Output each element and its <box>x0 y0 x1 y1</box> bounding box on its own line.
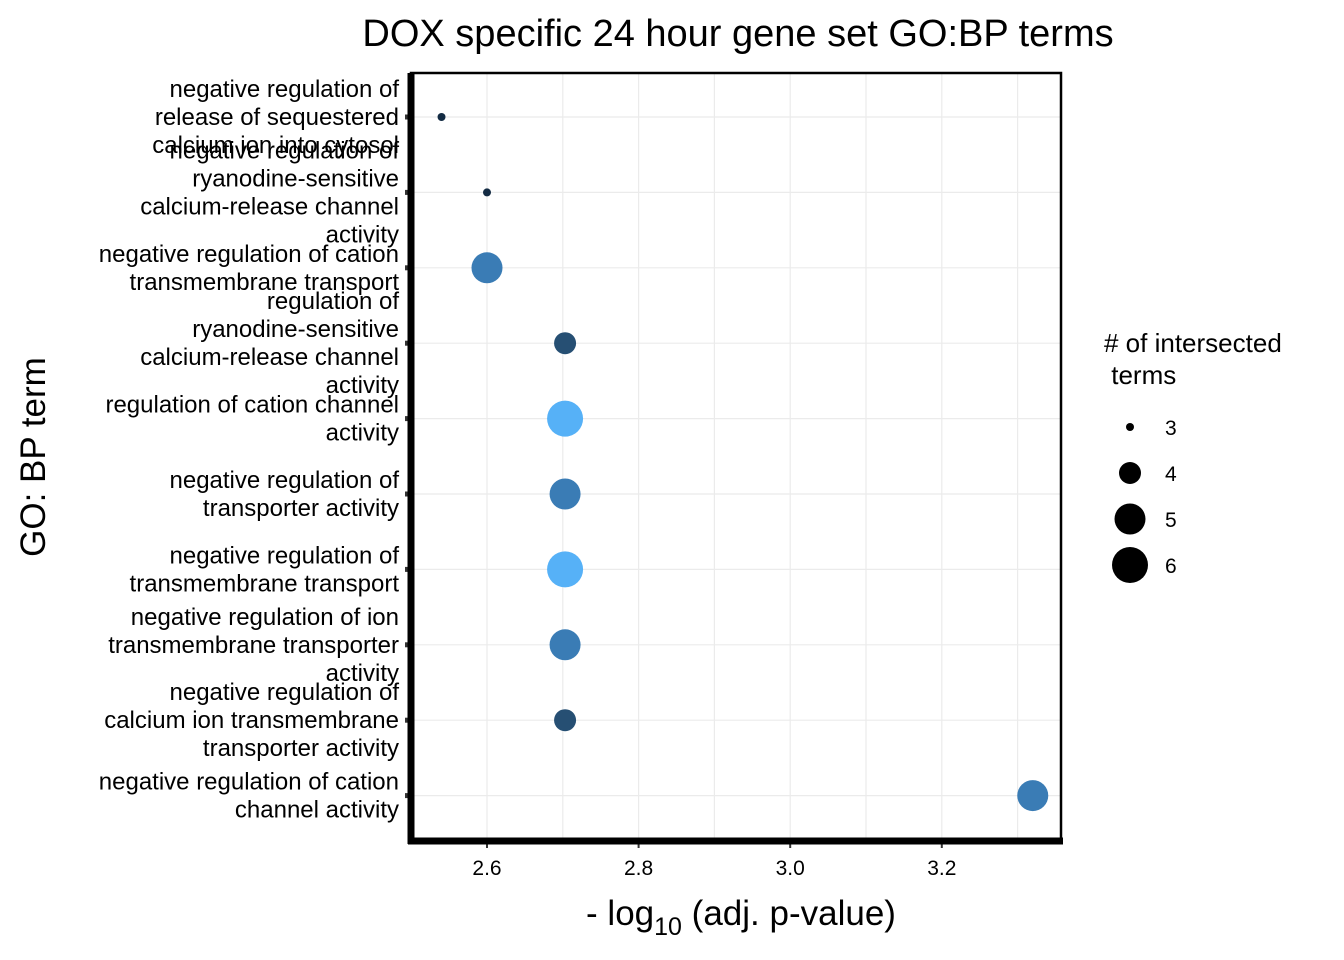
y-tick-label-line: calcium-release channel <box>140 193 399 220</box>
data-point <box>554 332 577 355</box>
y-tick-label: negative regulation of transporter activi… <box>170 467 400 522</box>
legend-key <box>1126 423 1134 431</box>
y-tick-label: negative regulation of ryanodine-sensitiv… <box>140 137 399 248</box>
y-axis-title: GO: BP term <box>14 357 53 557</box>
y-category-labels: negative regulation of release of sequest… <box>99 76 411 824</box>
data-point <box>483 188 491 197</box>
x-tick-label: 2.6 <box>472 857 501 880</box>
data-point <box>1017 780 1049 812</box>
y-tick-label-line: activity <box>326 420 399 447</box>
data-point <box>549 629 581 661</box>
y-tick-label-line: negative regulation of <box>170 76 400 103</box>
y-tick-label: negative regulation of transmembrane tran… <box>130 542 400 597</box>
y-tick-label-line: activity <box>326 221 399 248</box>
y-tick-label-line: calcium ion into cytosol <box>152 132 399 159</box>
data-point <box>547 551 584 588</box>
y-tick-label: regulation of ryanodine-sensitive calcium-… <box>140 288 399 399</box>
y-tick-label-line: ryanodine-sensitive <box>192 165 399 192</box>
x-axis-title-prefix: - log <box>586 894 654 933</box>
y-tick-label-line: negative regulation of cation <box>99 769 399 796</box>
data-point <box>437 113 446 121</box>
y-tick-label-line: negative regulation of <box>170 679 400 706</box>
y-tick-label-line: activity <box>326 660 399 687</box>
x-axis-title-suffix: (adj. p-value) <box>682 894 896 933</box>
y-tick-label: negative regulation of release of sequest… <box>152 76 399 159</box>
legend-label: 6 <box>1165 555 1177 578</box>
y-tick-label-line: negative regulation of ion <box>131 604 399 631</box>
y-tick-label-line: regulation of cation channel <box>105 392 399 419</box>
y-tick-label: negative regulation of calcium ion transm… <box>104 679 399 762</box>
x-tick-label: 2.8 <box>624 857 653 880</box>
y-tick-label-line: negative regulation of <box>170 542 400 569</box>
legend-label: 4 <box>1165 463 1177 486</box>
x-axis-title: - log10 (adj. p-value) <box>586 894 896 941</box>
chart-title: DOX specific 24 hour gene set GO:BP term… <box>362 13 1113 55</box>
plot-frame <box>407 71 1063 845</box>
y-tick-label-line: transmembrane transporter <box>108 632 399 659</box>
legend-key <box>1119 462 1141 484</box>
y-tick-label-line: ryanodine-sensitive <box>192 316 399 343</box>
data-point <box>549 478 581 510</box>
legend-key <box>1114 503 1146 535</box>
y-tick-label-line: transporter activity <box>203 495 399 522</box>
legend-key <box>1112 547 1148 583</box>
data-point <box>471 252 503 284</box>
data-points <box>437 113 1049 812</box>
y-tick-label: negative regulation of cation channel act… <box>99 769 399 824</box>
y-tick-label-line: channel activity <box>235 797 399 824</box>
y-tick-label: negative regulation of cation transmembra… <box>99 241 400 296</box>
data-point <box>554 709 577 732</box>
y-tick-label-line: negative regulation of cation <box>99 241 399 268</box>
grid-lines <box>411 73 1061 841</box>
y-tick-label-line: calcium ion transmembrane <box>104 707 399 734</box>
legend-title-line: terms <box>1104 360 1176 390</box>
y-tick-label: negative regulation of ion transmembrane … <box>108 604 399 687</box>
y-tick-label-line: transmembrane transport <box>130 570 400 597</box>
legend-title-line: # of intersected <box>1104 328 1282 358</box>
y-tick-label-line: regulation of <box>267 288 399 315</box>
legend-label: 5 <box>1165 509 1177 532</box>
legend-label: 3 <box>1165 417 1177 440</box>
size-legend: # of intersected terms 3 4 5 6 <box>1104 328 1282 583</box>
legend-title: # of intersected terms <box>1104 328 1282 390</box>
x-tick-label: 3.2 <box>927 857 956 880</box>
y-tick-label-line: calcium-release channel <box>140 344 399 371</box>
y-tick-label-line: transporter activity <box>203 735 399 762</box>
plot-background <box>411 73 1061 841</box>
y-tick-label-line: activity <box>326 372 399 399</box>
y-tick-label-line: negative regulation of <box>170 137 400 164</box>
x-tick-label: 3.0 <box>776 857 805 880</box>
y-tick-label-line: release of sequestered <box>155 104 399 131</box>
x-axis-ticks: 2.6 2.8 3.0 3.2 <box>472 841 956 880</box>
y-tick-label-line: negative regulation of <box>170 467 400 494</box>
y-tick-label: regulation of cation channel activity <box>105 392 399 447</box>
data-point <box>547 400 584 437</box>
y-tick-label-line: transmembrane transport <box>130 269 400 296</box>
x-axis-title-subscript: 10 <box>654 913 682 941</box>
